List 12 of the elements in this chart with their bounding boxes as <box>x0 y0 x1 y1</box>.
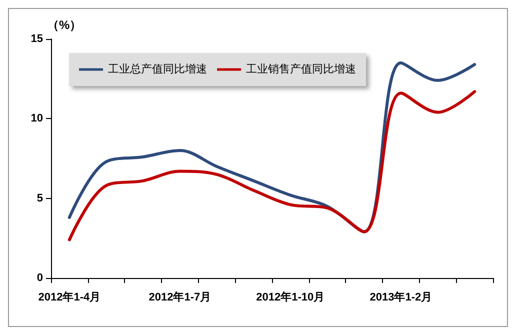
y-tick-label: 15 <box>30 33 43 45</box>
line-series <box>68 90 476 242</box>
legend-label: 工业销售产值同比增速 <box>246 62 356 76</box>
y-tick-label: 10 <box>30 112 43 125</box>
x-tick-label: 2012年1-10月 <box>256 290 325 304</box>
y-tick-label: 5 <box>36 192 43 204</box>
x-tick-label: 2012年1-4月 <box>38 290 101 304</box>
legend-label: 工业总产值同比增速 <box>108 62 207 76</box>
y-tick-label: 0 <box>36 272 43 284</box>
x-tick-label: 2013年1-2月 <box>370 290 432 304</box>
x-tick-label: 2012年1-7月 <box>148 290 212 304</box>
y-axis-title: （%） <box>47 18 82 32</box>
